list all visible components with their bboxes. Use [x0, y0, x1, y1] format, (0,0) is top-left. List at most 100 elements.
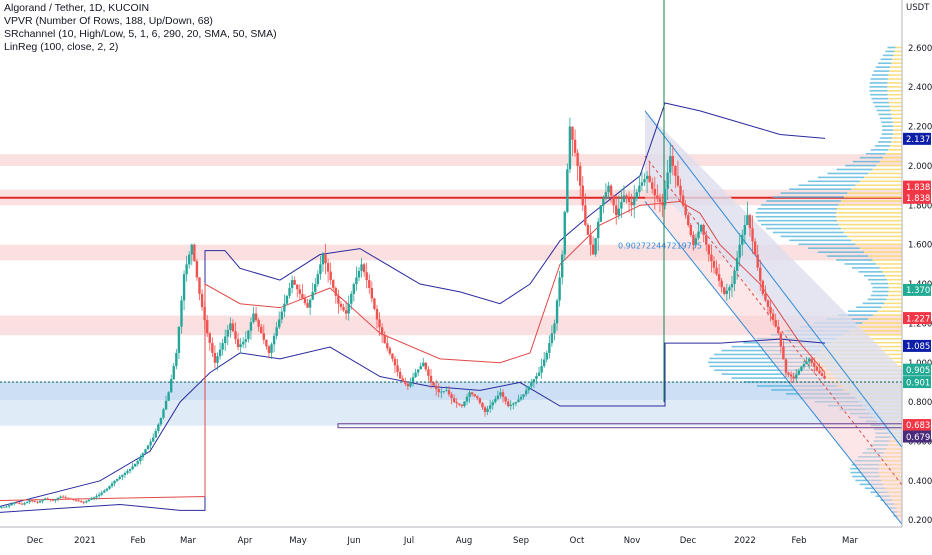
- candle-body: [332, 280, 335, 288]
- candle-body: [519, 396, 523, 400]
- candle-body: [460, 404, 464, 407]
- volume-bar-down: [884, 274, 902, 277]
- candle-body: [465, 396, 469, 402]
- candle-body: [615, 205, 618, 216]
- volume-bar-down: [876, 164, 902, 167]
- volume-bar-down: [872, 259, 902, 261]
- candle-body: [13, 502, 16, 504]
- candle-body: [316, 274, 320, 285]
- candle-body: [404, 381, 407, 384]
- support-zone: [0, 381, 902, 401]
- candle-body: [522, 394, 525, 397]
- volume-bar-up: [865, 152, 886, 155]
- candle-body: [450, 394, 453, 399]
- volume-bar-up: [882, 54, 894, 57]
- candle-body: [87, 499, 91, 502]
- candle-body: [242, 341, 245, 345]
- volume-bar-up: [721, 373, 821, 375]
- currency-label: USDT: [906, 3, 930, 13]
- candle-body: [213, 352, 217, 363]
- candle-body: [609, 185, 613, 196]
- candle-body: [59, 496, 62, 498]
- candle-body: [571, 126, 574, 140]
- volume-bar-up: [869, 86, 888, 88]
- x-tick-label: Jun: [346, 536, 360, 546]
- candle-body: [707, 244, 711, 255]
- volume-bar-down: [894, 50, 902, 53]
- candle-body: [182, 274, 186, 301]
- y-tick-label: 2.0000: [908, 162, 932, 172]
- candle-body: [370, 287, 374, 299]
- candle-body: [805, 361, 808, 365]
- indicator-vpvr[interactable]: VPVR (Number Of Rows, 188, Up/Down, 68): [4, 15, 213, 27]
- price-tag-label: 1.0856: [906, 342, 932, 352]
- candle-body: [470, 392, 474, 395]
- candle-body: [743, 225, 747, 235]
- candle-body: [97, 494, 101, 496]
- candle-body: [434, 385, 438, 389]
- indicator-linreg[interactable]: LinReg (100, close, 2, 2): [4, 41, 119, 53]
- candle-body: [221, 343, 224, 350]
- price-tag-label: 1.3702: [906, 286, 932, 296]
- volume-bar-down: [884, 302, 902, 305]
- candle-body: [810, 358, 813, 363]
- volume-bar-down: [887, 93, 902, 96]
- volume-bar-down: [859, 247, 902, 250]
- x-tick-label: May: [289, 536, 307, 546]
- symbol-title[interactable]: Algorand / Tether, 1D, KUCOIN: [4, 2, 150, 14]
- volume-bar-up: [878, 113, 892, 116]
- time-axis-background: [0, 527, 932, 550]
- volume-bar-down: [895, 46, 902, 49]
- volume-bar-up: [870, 294, 888, 297]
- candle-body: [254, 313, 258, 321]
- candle-body: [468, 392, 471, 397]
- volume-bar-down: [876, 263, 902, 265]
- candle-body: [229, 323, 232, 330]
- sr-channel-upper: [0, 102, 826, 513]
- candle-body: [198, 277, 201, 294]
- candle-body: [200, 293, 204, 307]
- candle-body: [512, 403, 515, 405]
- candle-body: [324, 254, 327, 264]
- volume-bar-down: [892, 117, 902, 120]
- candle-body: [558, 277, 561, 301]
- candle-body: [723, 287, 726, 294]
- candle-body: [761, 280, 765, 294]
- candle-body: [43, 498, 47, 500]
- candle-body: [208, 333, 211, 344]
- candle-body: [234, 331, 237, 340]
- candle-body: [759, 267, 762, 281]
- candle-body: [314, 284, 317, 292]
- candle-body: [756, 254, 759, 268]
- candle-body: [563, 211, 566, 255]
- volume-bar-up: [878, 62, 892, 65]
- candle-body: [306, 303, 309, 308]
- candle-body: [648, 175, 651, 183]
- volume-bar-up: [837, 314, 874, 316]
- volume-bar-down: [873, 314, 902, 316]
- candle-body: [676, 175, 680, 186]
- indicator-srchannel[interactable]: SRchannel (10, High/Low, 5, 1, 6, 290, 2…: [4, 28, 277, 40]
- candle-body: [311, 291, 314, 300]
- price-tag: [903, 376, 931, 389]
- candle-body: [131, 466, 134, 470]
- candle-body: [15, 502, 19, 504]
- volume-bar-down: [887, 82, 902, 84]
- candle-body: [401, 378, 404, 382]
- candle-body: [334, 287, 338, 296]
- candle-body: [774, 320, 777, 327]
- price-tag-label: 1.2270: [906, 314, 932, 324]
- volume-bar-up: [880, 58, 893, 61]
- candle-body: [368, 280, 371, 288]
- x-tick-label: 2021: [74, 536, 96, 546]
- candle-body: [347, 303, 350, 314]
- volume-bar-up: [873, 70, 890, 72]
- candle-body: [643, 179, 646, 183]
- volume-bar-up: [707, 361, 815, 364]
- candle-body: [702, 225, 705, 235]
- candle-body: [476, 396, 479, 399]
- candle-body: [473, 394, 476, 397]
